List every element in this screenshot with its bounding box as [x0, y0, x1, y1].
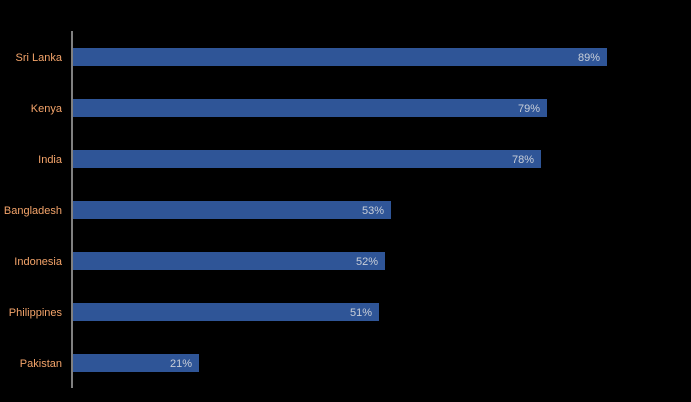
bar-pakistan — [73, 354, 199, 372]
value-label: 52% — [356, 256, 378, 268]
category-label: Indonesia — [14, 256, 63, 268]
category-label: Pakistan — [20, 358, 62, 370]
bar-bangladesh — [73, 201, 391, 219]
bar-kenya — [73, 99, 547, 117]
value-label: 89% — [578, 52, 600, 64]
category-label: Philippines — [9, 307, 63, 319]
bar-sri-lanka — [73, 48, 607, 66]
value-label: 53% — [362, 205, 384, 217]
category-label: Sri Lanka — [16, 52, 63, 64]
bar-indonesia — [73, 252, 385, 270]
value-label: 79% — [518, 103, 540, 115]
category-label: Kenya — [31, 103, 63, 115]
value-label: 21% — [170, 358, 192, 370]
bars-group — [73, 48, 607, 372]
value-label: 51% — [350, 307, 372, 319]
labels-group: Sri Lanka 89% Kenya 79% India 78% Bangladesh 53… — [4, 52, 600, 370]
value-label: 78% — [512, 154, 534, 166]
bar-philippines — [73, 303, 379, 321]
category-label: India — [38, 154, 63, 166]
category-label: Bangladesh — [4, 205, 62, 217]
bar-india — [73, 150, 541, 168]
